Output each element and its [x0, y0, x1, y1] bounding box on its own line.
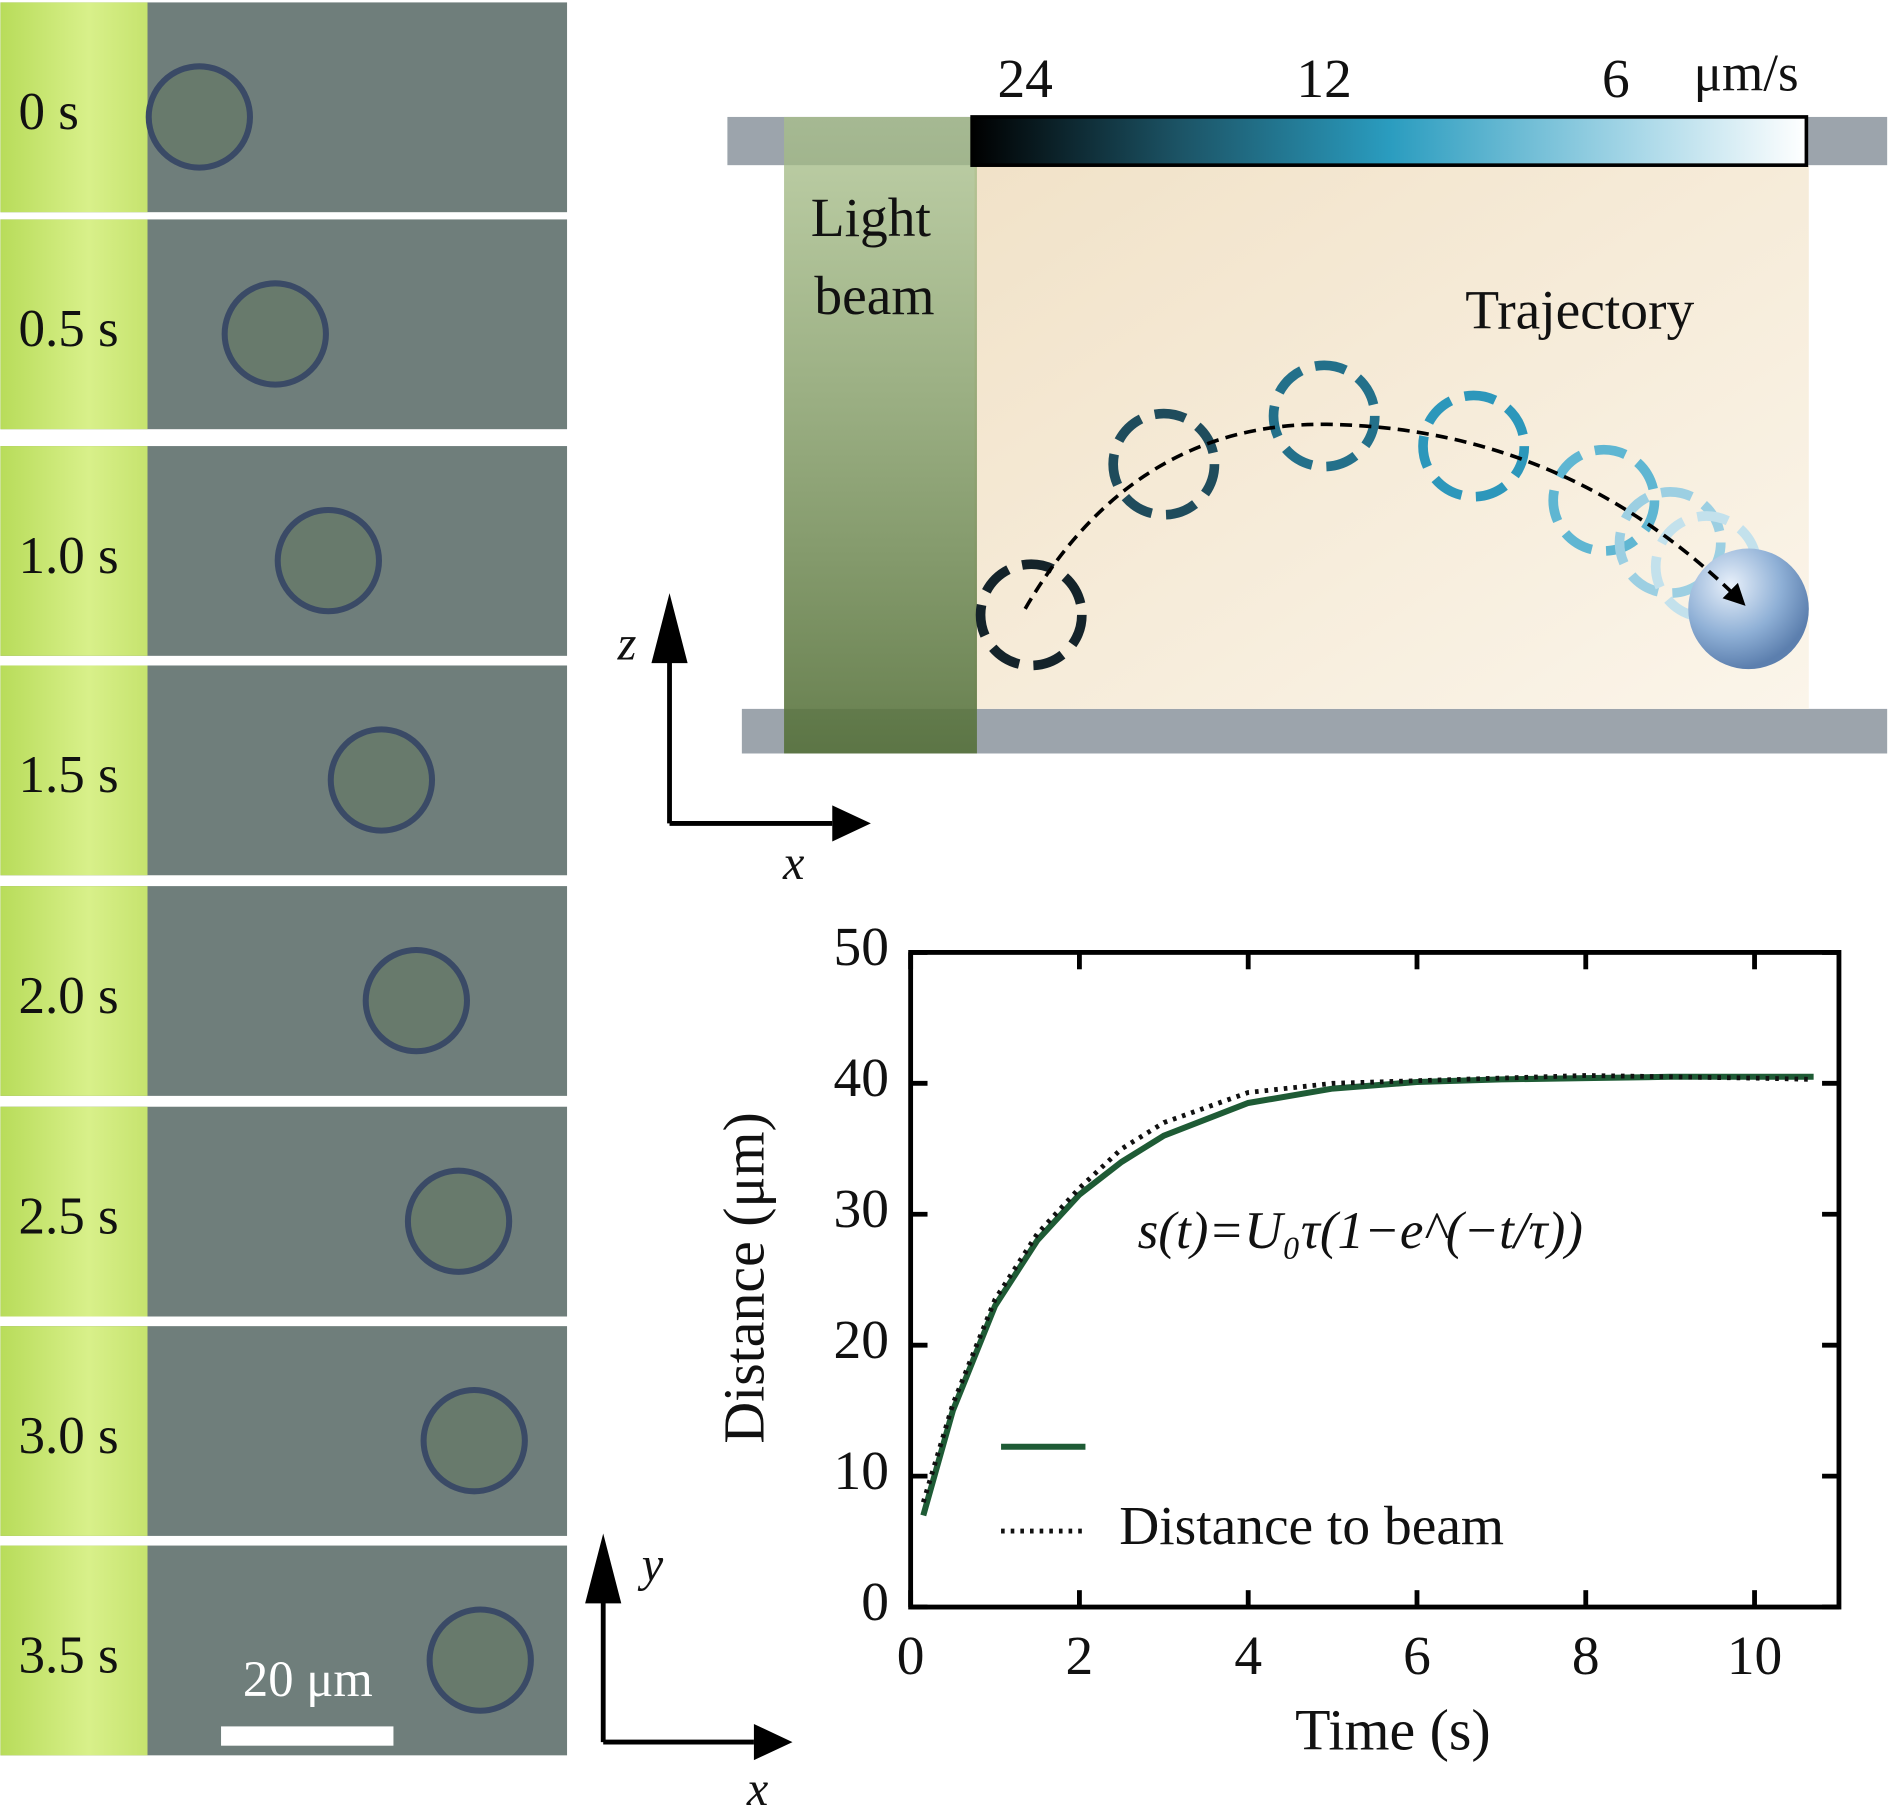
- scale-bar: [221, 1726, 394, 1746]
- y-tick-label: 10: [834, 1440, 889, 1501]
- frame-label: 3.5 s: [19, 1626, 119, 1684]
- frame-label: 0.5 s: [19, 300, 119, 358]
- bead: [145, 63, 253, 171]
- y-tick-label: 0: [861, 1571, 889, 1632]
- frame-stack: 0 s 0.5 s 1.0 s 1.5 s 2.0 s 2.5 s 3.0 s 3.5 s: [0, 2, 568, 1756]
- axis-x: x: [746, 1763, 769, 1812]
- trajectory-label: Trajectory: [1465, 280, 1694, 341]
- x-tick-label: 0: [897, 1625, 925, 1686]
- x-axis-label: Time (s): [1295, 1697, 1491, 1762]
- bead: [420, 1387, 528, 1495]
- colorbar-tick-label: 12: [1296, 48, 1351, 109]
- frame-label: 0 s: [19, 83, 79, 141]
- axis-x: x: [782, 837, 805, 890]
- frame-label: 1.0 s: [19, 527, 119, 585]
- bead: [274, 506, 382, 615]
- axis-y: y: [637, 1539, 664, 1592]
- axes-bottom-arrows: [600, 1579, 754, 1745]
- colorbar-tick-label: 6: [1602, 48, 1630, 109]
- beam-stripe: [0, 665, 148, 876]
- series-line: [920, 1073, 1814, 1504]
- beam-stripe: [0, 446, 148, 656]
- arrow-heads: [651, 593, 871, 842]
- beam-label: beam: [814, 265, 934, 326]
- beam-stripe: [0, 1326, 148, 1536]
- bead: [426, 1606, 534, 1714]
- bead: [404, 1167, 513, 1275]
- x-tick-label: 10: [1727, 1625, 1782, 1686]
- equation: s(t)=U₀τ(1−e^(−t/τ)): [1138, 1202, 1583, 1260]
- legend-label: Distance to beam: [1119, 1495, 1504, 1556]
- bead: [362, 946, 470, 1055]
- beam-stripe: [0, 2, 148, 213]
- colorbar-tick-label: 24: [997, 48, 1052, 109]
- bead: [327, 726, 436, 834]
- schematic: [727, 115, 1888, 754]
- colorbar-unit: μm/s: [1694, 45, 1799, 103]
- frame-label: 1.5 s: [19, 746, 119, 804]
- beam-label: Light: [811, 187, 932, 248]
- axes-top-arrows: [667, 632, 833, 826]
- y-axis-label: Distance (μm): [712, 1112, 777, 1443]
- y-tick-label: 40: [834, 1047, 889, 1108]
- y-tick-label: 50: [834, 916, 889, 977]
- axis-z: z: [617, 618, 637, 671]
- scale-bar-label: 20 μm: [243, 1651, 373, 1707]
- x-tick-label: 2: [1066, 1625, 1094, 1686]
- x-tick-label: 8: [1572, 1625, 1600, 1686]
- chart: Time (s) Distance (μm) s(t)=U₀τ(1−e^(−t/…: [712, 916, 1842, 1762]
- bead: [221, 280, 329, 388]
- frame-label: 2.5 s: [19, 1187, 119, 1245]
- x-tick-label: 4: [1234, 1625, 1262, 1686]
- y-tick-label: 20: [834, 1309, 889, 1370]
- y-tick-label: 30: [834, 1178, 889, 1239]
- x-tick-label: 6: [1403, 1625, 1431, 1686]
- beam-stripe: [0, 1106, 148, 1317]
- beam-stripe: [0, 886, 148, 1096]
- beam-stripe: [0, 1545, 148, 1756]
- plot-frame: [908, 950, 1842, 1610]
- beam-stripe: [0, 219, 148, 430]
- arrow-heads: [585, 1533, 793, 1761]
- frame-label: 3.0 s: [19, 1407, 119, 1465]
- frame-label: 2.0 s: [19, 967, 119, 1025]
